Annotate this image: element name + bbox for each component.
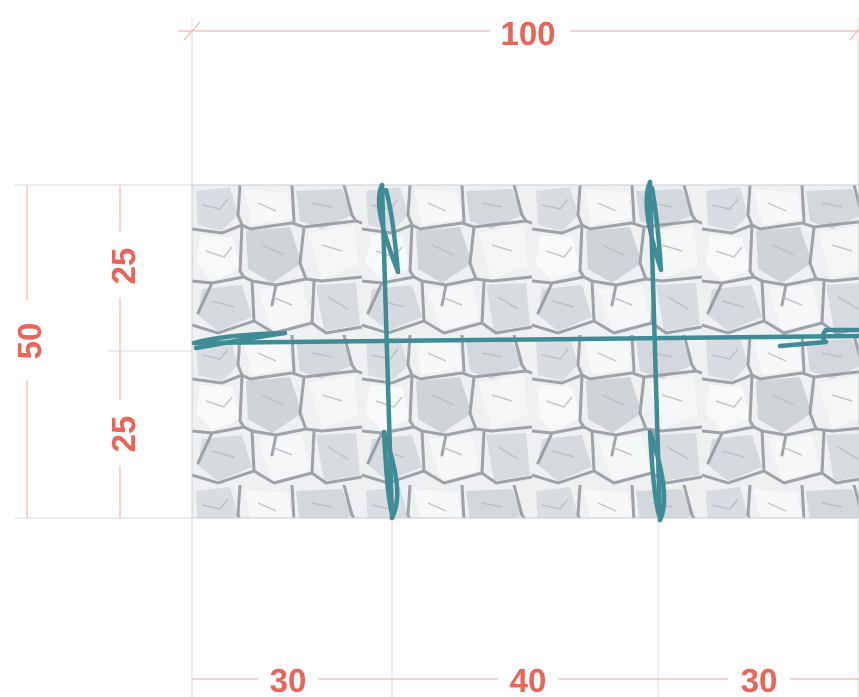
extension-lines bbox=[14, 18, 859, 697]
horizontal-rope bbox=[191, 333, 859, 346]
dimension-label-lower-half: 25 bbox=[105, 416, 142, 453]
dimension-label-total-width: 100 bbox=[500, 15, 555, 52]
vertical-rope-right-loop-top bbox=[644, 179, 664, 273]
dimension-label-upper-half: 25 bbox=[105, 248, 142, 285]
binding-ropes bbox=[191, 179, 859, 523]
vertical-rope-right-loop-bottom bbox=[647, 429, 667, 523]
vertical-rope-left-loop-bottom bbox=[381, 429, 400, 521]
horizontal-rope-loop-right bbox=[777, 327, 859, 349]
horizontal-rope-loop-left bbox=[191, 330, 288, 351]
dimension-label-total-height: 50 bbox=[11, 323, 48, 360]
dimension-label-middle-segment: 40 bbox=[510, 662, 547, 697]
vertical-rope-left bbox=[379, 182, 395, 521]
dimension-label-left-segment: 30 bbox=[270, 662, 307, 697]
dimension-line-top bbox=[178, 21, 859, 41]
vertical-rope-left-loop-top bbox=[376, 182, 401, 275]
dimension-line-left bbox=[26, 185, 121, 518]
stone-panel bbox=[191, 184, 859, 519]
dimension-label-right-segment: 30 bbox=[741, 662, 778, 697]
